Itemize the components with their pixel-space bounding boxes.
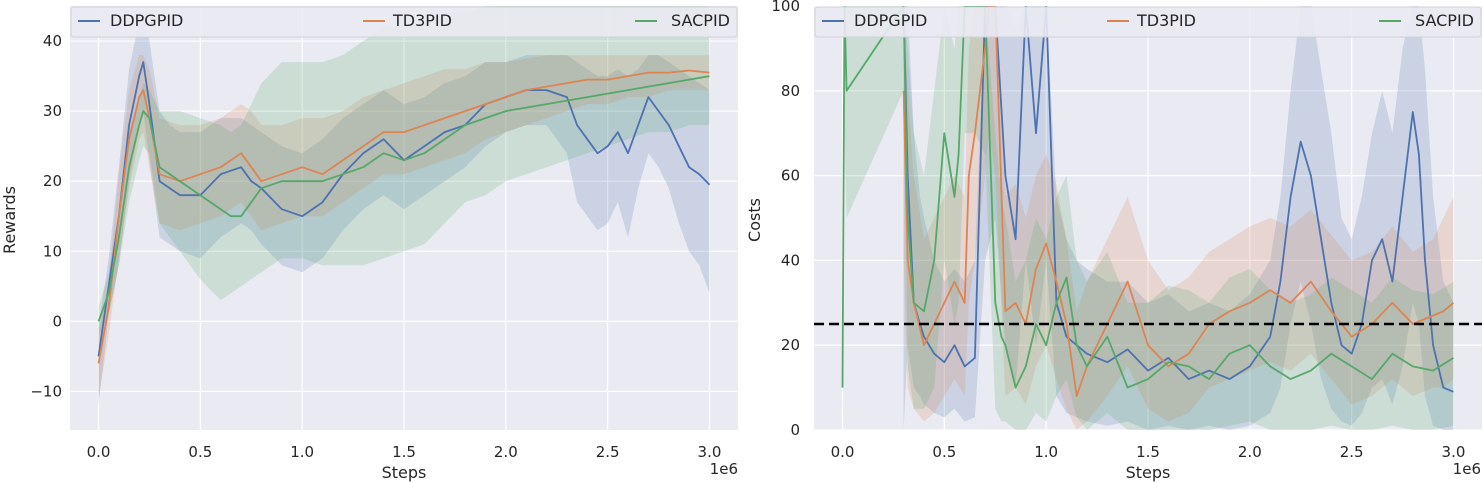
y-tick-label: 10 bbox=[43, 242, 62, 260]
costs-x-axis-label: Steps bbox=[1126, 463, 1171, 482]
x-tick-label: 2.0 bbox=[1238, 443, 1262, 461]
y-tick-label: 0 bbox=[52, 312, 62, 330]
rewards-x-offset-label: 1e6 bbox=[710, 460, 738, 478]
rewards-chart: −10 0 10 20 30 40 0.0 0.5 1.0 1.5 2.0 2.5 3.0 Steps… bbox=[0, 6, 738, 482]
line-ddpgpid bbox=[97, 61, 711, 357]
y-tick-label: 60 bbox=[781, 167, 800, 185]
x-tick-label: 1.5 bbox=[392, 443, 416, 461]
costs-chart: 0 20 40 60 80 100 0.0 0.5 1.0 1.5 2.0 2.5 3.0 Steps… bbox=[745, 0, 1482, 482]
rewards-legend: DDPGPID TD3PID SACPID bbox=[70, 6, 738, 38]
y-tick-label: 30 bbox=[43, 102, 62, 120]
x-tick-label: 0.5 bbox=[188, 443, 212, 461]
y-tick-label: 20 bbox=[43, 172, 62, 190]
legend-box bbox=[70, 6, 738, 38]
x-tick-label: 0.0 bbox=[87, 443, 111, 461]
rewards-x-axis-label: Steps bbox=[382, 463, 427, 482]
x-tick-label: 3.0 bbox=[698, 443, 722, 461]
x-tick-label: 1.0 bbox=[1034, 443, 1058, 461]
line-td3pid bbox=[902, 6, 1455, 397]
legend-label-ddpgpid: DDPGPID bbox=[854, 11, 927, 30]
x-tick-label: 3.0 bbox=[1442, 443, 1466, 461]
costs-x-offset-label: 1e6 bbox=[1453, 460, 1481, 478]
y-tick-label: 40 bbox=[43, 32, 62, 50]
y-tick-label: 40 bbox=[781, 251, 800, 269]
x-tick-label: 0.5 bbox=[932, 443, 956, 461]
legend-label-ddpgpid: DDPGPID bbox=[110, 11, 183, 30]
band-ddpgpid bbox=[98, 13, 710, 406]
line-sacpid bbox=[97, 75, 710, 322]
line-sacpid bbox=[841, 6, 1454, 389]
y-tick-label: 80 bbox=[781, 82, 800, 100]
costs-legend: DDPGPID TD3PID SACPID bbox=[814, 6, 1482, 38]
x-tick-label: 1.5 bbox=[1136, 443, 1160, 461]
x-tick-label: 1.0 bbox=[290, 443, 314, 461]
legend-box bbox=[814, 6, 1482, 38]
costs-y-axis-label: Costs bbox=[745, 198, 764, 242]
x-tick-label: 2.0 bbox=[494, 443, 518, 461]
rewards-y-axis-label: Rewards bbox=[0, 186, 19, 254]
x-tick-label: 0.0 bbox=[831, 443, 855, 461]
x-tick-label: 2.5 bbox=[596, 443, 620, 461]
legend-label-sacpid: SACPID bbox=[1415, 11, 1474, 30]
y-tick-label: −10 bbox=[30, 382, 62, 400]
legend-label-td3pid: TD3PID bbox=[392, 11, 452, 30]
y-tick-label: 100 bbox=[771, 0, 800, 15]
y-tick-label: 0 bbox=[790, 421, 800, 439]
band-td3pid bbox=[98, 55, 710, 399]
line-ddpgpid bbox=[902, 6, 1454, 393]
legend-label-sacpid: SACPID bbox=[671, 11, 730, 30]
y-tick-label: 20 bbox=[781, 336, 800, 354]
band-sacpid bbox=[98, 6, 710, 336]
legend-label-td3pid: TD3PID bbox=[1136, 11, 1196, 30]
x-tick-label: 2.5 bbox=[1340, 443, 1364, 461]
